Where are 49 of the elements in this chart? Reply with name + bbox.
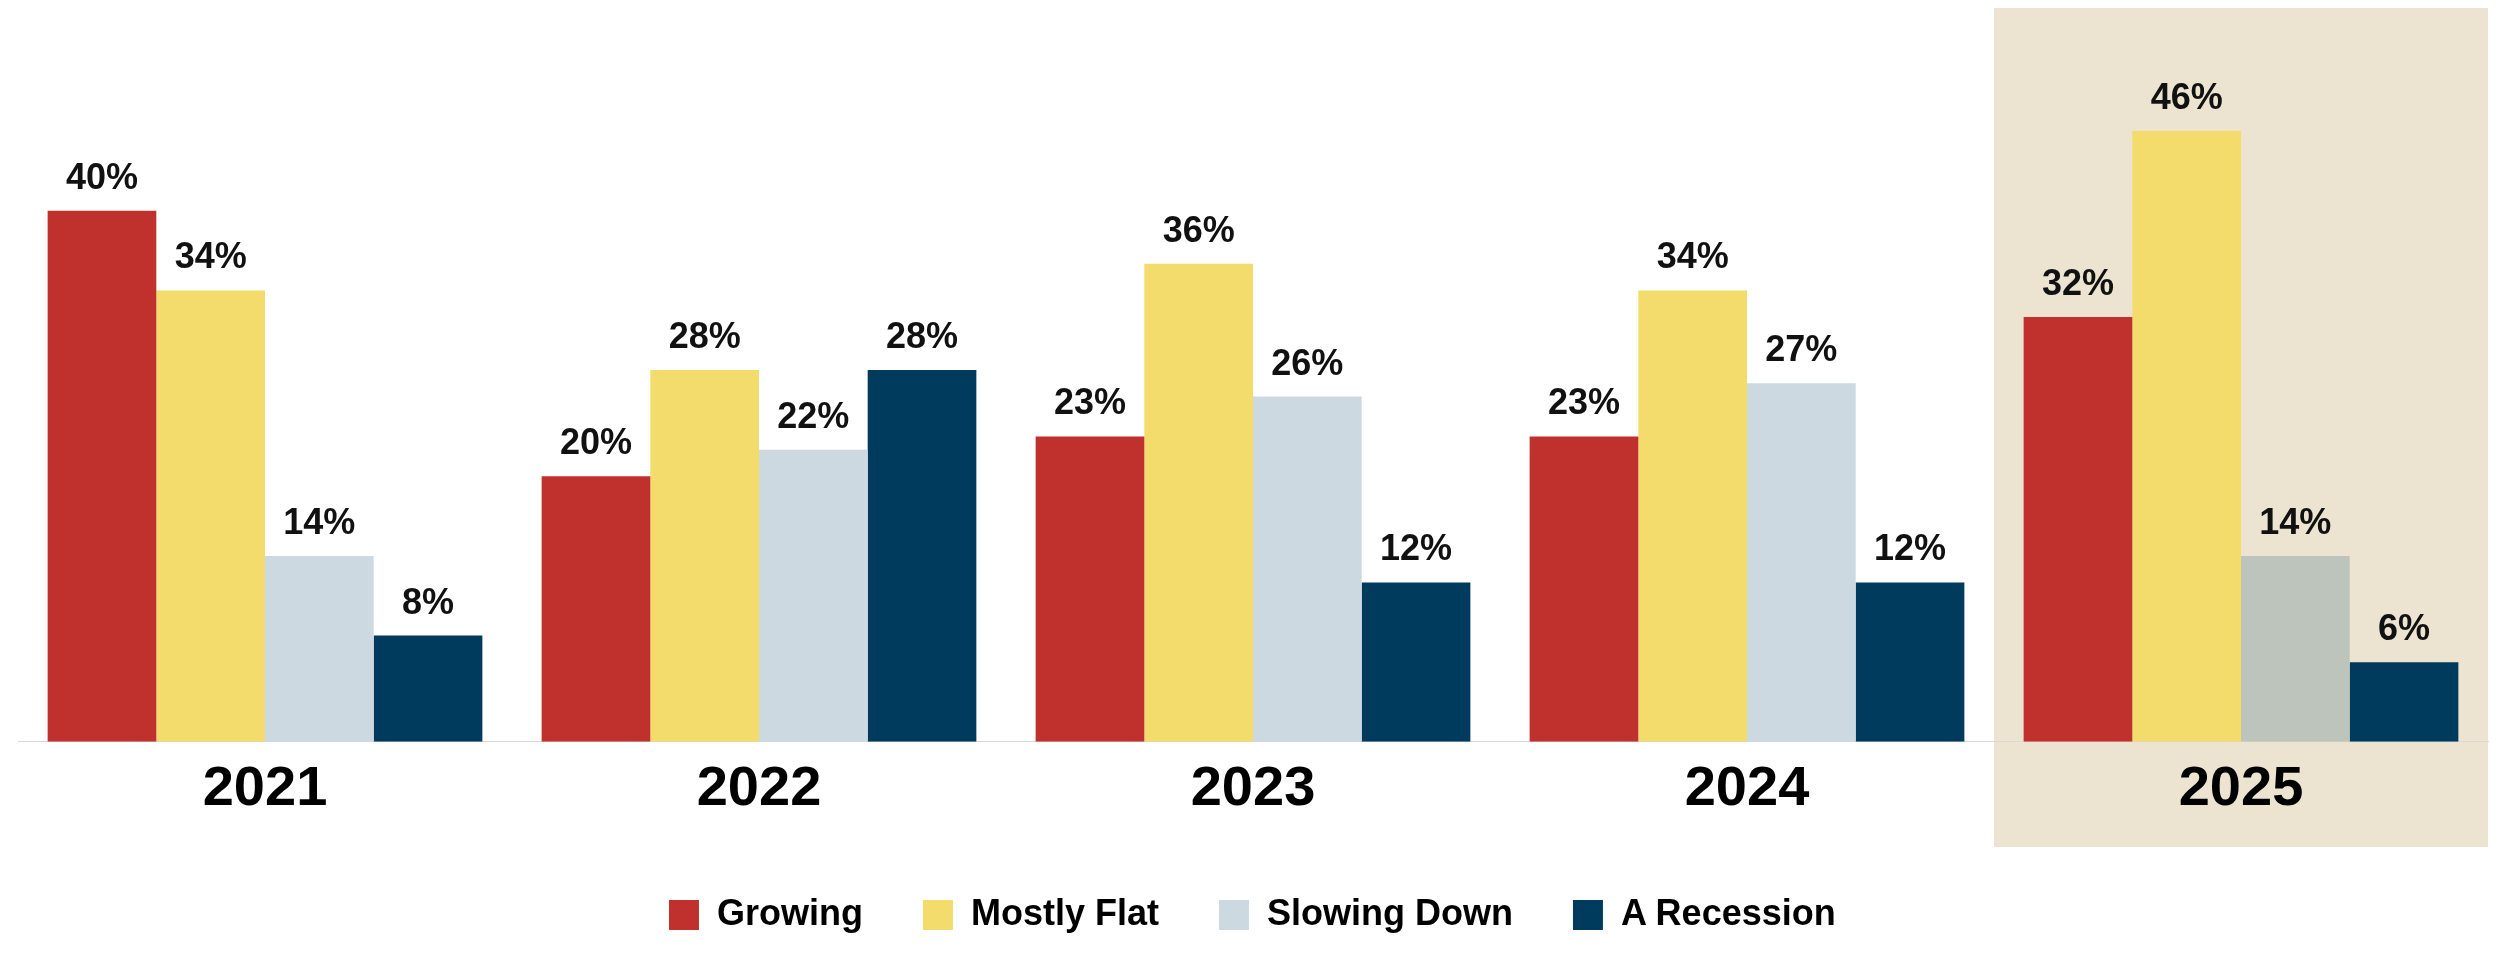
bar (1144, 263, 1253, 742)
data-label: 40% (65, 155, 139, 197)
data-label: 28% (885, 314, 959, 356)
bar (2241, 555, 2350, 742)
bar (373, 635, 483, 742)
data-label: 14% (2259, 500, 2332, 542)
data-label: 12% (1873, 527, 1947, 569)
bar (867, 370, 977, 742)
bar (1855, 582, 1965, 742)
data-label: 12% (1379, 527, 1453, 569)
bar (1035, 436, 1145, 742)
data-label: 36% (1162, 208, 1235, 250)
bar (650, 370, 759, 742)
bar (2023, 316, 2133, 742)
legend-label: Mostly Flat (970, 891, 1159, 933)
bar (2132, 131, 2241, 742)
bar (1529, 436, 1639, 742)
legend-label: Growing (716, 891, 863, 933)
x-tick-label: 2023 (1190, 753, 1316, 817)
data-label: 8% (402, 580, 455, 622)
bar (265, 555, 374, 742)
data-label: 46% (2150, 76, 2223, 118)
bar (1361, 582, 1471, 742)
bar (47, 210, 157, 742)
bar (1747, 383, 1856, 742)
x-tick-label: 2025 (2178, 753, 2304, 817)
bar (2349, 662, 2459, 742)
x-tick-label: 2021 (202, 753, 328, 817)
bar (541, 476, 651, 742)
bar (1638, 290, 1747, 742)
bar (759, 449, 868, 742)
data-label: 22% (777, 394, 850, 436)
data-label: 34% (1656, 235, 1729, 277)
data-label: 28% (668, 314, 741, 356)
x-tick-label: 2022 (696, 753, 822, 817)
data-label: 27% (1765, 328, 1838, 370)
data-label: 32% (2041, 261, 2115, 303)
data-label: 26% (1271, 341, 1344, 383)
data-label: 23% (1053, 381, 1127, 423)
legend-label: Slowing Down (1266, 891, 1513, 933)
data-label: 14% (283, 500, 356, 542)
data-label: 20% (559, 421, 633, 463)
data-label: 34% (174, 235, 247, 277)
data-label: 6% (2378, 607, 2431, 649)
legend-label: A Recession (1620, 891, 1836, 933)
x-tick-label: 2024 (1684, 753, 1810, 817)
data-label: 23% (1547, 381, 1621, 423)
bar (156, 290, 265, 742)
bar (1253, 396, 1362, 742)
